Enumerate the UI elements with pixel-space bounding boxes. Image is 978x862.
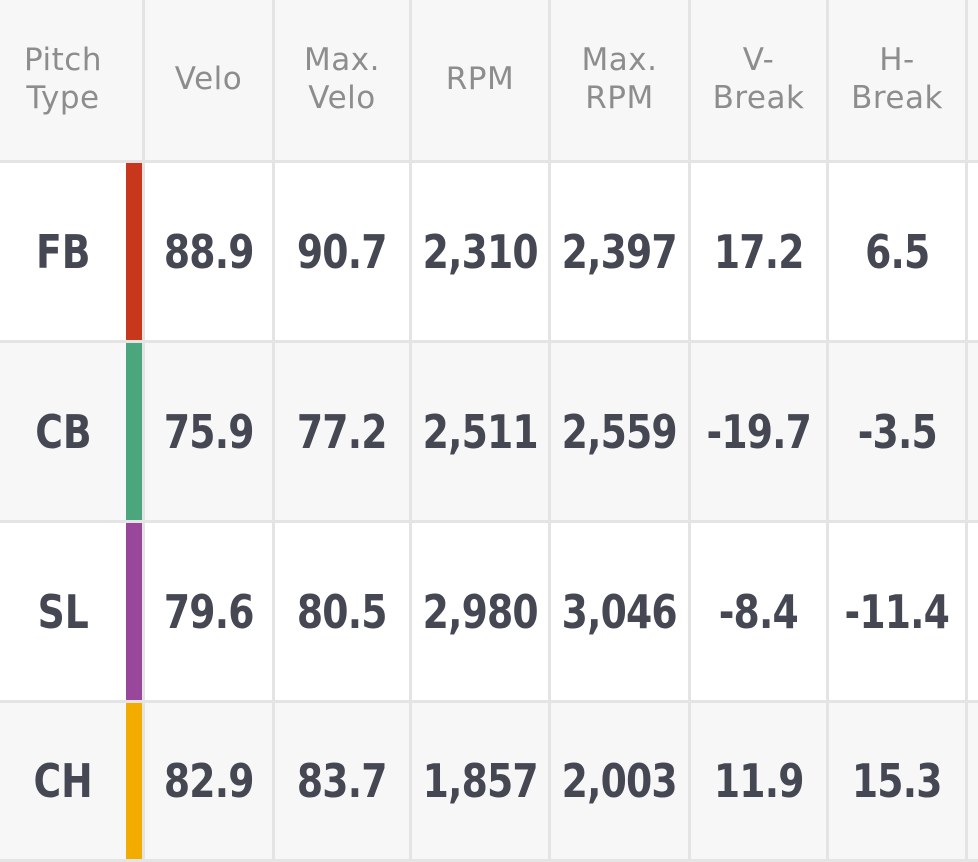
header-velo: Velo [145, 0, 275, 163]
max-velo-value: 83.7 [297, 754, 388, 808]
velo-value: 82.9 [163, 754, 255, 808]
v-break-value: -8.4 [718, 584, 799, 639]
rpm-value: 2,980 [422, 584, 538, 639]
header-max-rpm-label: Max. RPM [581, 42, 658, 116]
max-velo-value: 80.5 [297, 584, 388, 639]
pitch-type-label: SL [37, 584, 89, 639]
table-row-sl-max-velo: 80.5 [275, 523, 412, 703]
table-row-fb-v-break: 17.2 [691, 163, 829, 343]
velo-value: 75.9 [163, 404, 255, 459]
header-rpm-label: RPM [445, 61, 515, 98]
row-edge [968, 163, 978, 343]
header-max-rpm: Max. RPM [551, 0, 691, 163]
table-row-ch-max-rpm: 2,003 [551, 703, 691, 862]
v-break-value: 17.2 [713, 224, 805, 279]
header-max-velo-label: Max. Velo [304, 42, 380, 116]
table-row-ch-h-break: 15.3 [829, 703, 968, 862]
header-velo-label: Velo [174, 61, 243, 98]
table-row-fb-swatch [126, 163, 145, 343]
max-rpm-value: 2,397 [561, 224, 678, 279]
pitch-type-label: CH [33, 754, 93, 808]
header-v-break-label: V- Break [712, 42, 805, 116]
header-color-spacer [126, 0, 145, 163]
table-row-cb-type: CB [0, 343, 126, 523]
table-row-cb-v-break: -19.7 [691, 343, 829, 523]
table-row-sl-type: SL [0, 523, 126, 703]
table-row-cb-h-break: -3.5 [829, 343, 968, 523]
table-row-ch-type: CH [0, 703, 126, 862]
row-edge [968, 523, 978, 703]
table-row-fb-rpm: 2,310 [412, 163, 551, 343]
pitch-color-swatch [126, 703, 142, 859]
table-row-ch-v-break: 11.9 [691, 703, 829, 862]
table-row-ch-swatch [126, 703, 145, 862]
table-row-sl-max-rpm: 3,046 [551, 523, 691, 703]
max-velo-value: 90.7 [297, 224, 388, 279]
header-v-break: V- Break [691, 0, 829, 163]
row-edge [968, 703, 978, 862]
table-row-fb-velo: 88.9 [145, 163, 275, 343]
pitch-color-swatch [126, 523, 142, 700]
table-row-sl-velo: 79.6 [145, 523, 275, 703]
header-max-velo: Max. Velo [275, 0, 412, 163]
header-pitch-type: Pitch Type [0, 0, 126, 163]
pitch-color-swatch [126, 343, 142, 520]
header-h-break-label: H- Break [851, 42, 943, 116]
v-break-value: -19.7 [706, 404, 811, 459]
pitch-color-swatch [126, 163, 142, 340]
row-edge [968, 343, 978, 523]
table-row-sl-rpm: 2,980 [412, 523, 551, 703]
table-row-sl-h-break: -11.4 [829, 523, 968, 703]
table-row-fb-max-rpm: 2,397 [551, 163, 691, 343]
rpm-value: 1,857 [422, 754, 538, 808]
table-row-sl-swatch [126, 523, 145, 703]
v-break-value: 11.9 [713, 754, 805, 808]
header-pitch-type-label: Pitch Type [24, 42, 102, 116]
rpm-value: 2,310 [422, 224, 538, 279]
h-break-value: 6.5 [864, 224, 930, 279]
table-row-sl-v-break: -8.4 [691, 523, 829, 703]
table-row-cb-max-velo: 77.2 [275, 343, 412, 523]
table-row-ch-rpm: 1,857 [412, 703, 551, 862]
velo-value: 88.9 [163, 224, 255, 279]
table-row-fb-max-velo: 90.7 [275, 163, 412, 343]
h-break-value: -3.5 [857, 404, 937, 459]
pitch-type-label: CB [34, 404, 92, 459]
max-rpm-value: 3,046 [561, 584, 678, 639]
header-h-break: H- Break [829, 0, 968, 163]
velo-value: 79.6 [163, 584, 255, 639]
max-rpm-value: 2,003 [561, 754, 678, 808]
h-break-value: 15.3 [852, 754, 943, 808]
rpm-value: 2,511 [422, 404, 538, 459]
h-break-value: -11.4 [844, 584, 950, 639]
table-row-cb-max-rpm: 2,559 [551, 343, 691, 523]
table-row-ch-velo: 82.9 [145, 703, 275, 862]
header-edge [968, 0, 978, 163]
table-row-cb-rpm: 2,511 [412, 343, 551, 523]
header-rpm: RPM [412, 0, 551, 163]
table-row-cb-velo: 75.9 [145, 343, 275, 523]
table-row-ch-max-velo: 83.7 [275, 703, 412, 862]
table-row-fb-type: FB [0, 163, 126, 343]
max-rpm-value: 2,559 [561, 404, 678, 459]
max-velo-value: 77.2 [297, 404, 388, 459]
table-row-fb-h-break: 6.5 [829, 163, 968, 343]
pitch-type-label: FB [35, 224, 91, 279]
table-row-cb-swatch [126, 343, 145, 523]
